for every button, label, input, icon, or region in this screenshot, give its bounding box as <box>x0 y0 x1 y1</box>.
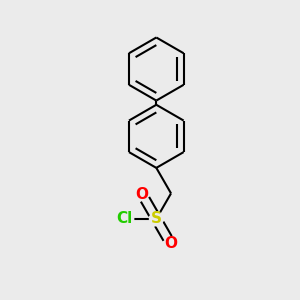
Text: O: O <box>136 187 148 202</box>
Circle shape <box>136 188 148 200</box>
Circle shape <box>149 212 163 226</box>
Circle shape <box>165 238 176 249</box>
Text: S: S <box>151 212 162 226</box>
Text: O: O <box>164 236 177 251</box>
Text: Cl: Cl <box>117 212 133 226</box>
Circle shape <box>116 210 134 228</box>
